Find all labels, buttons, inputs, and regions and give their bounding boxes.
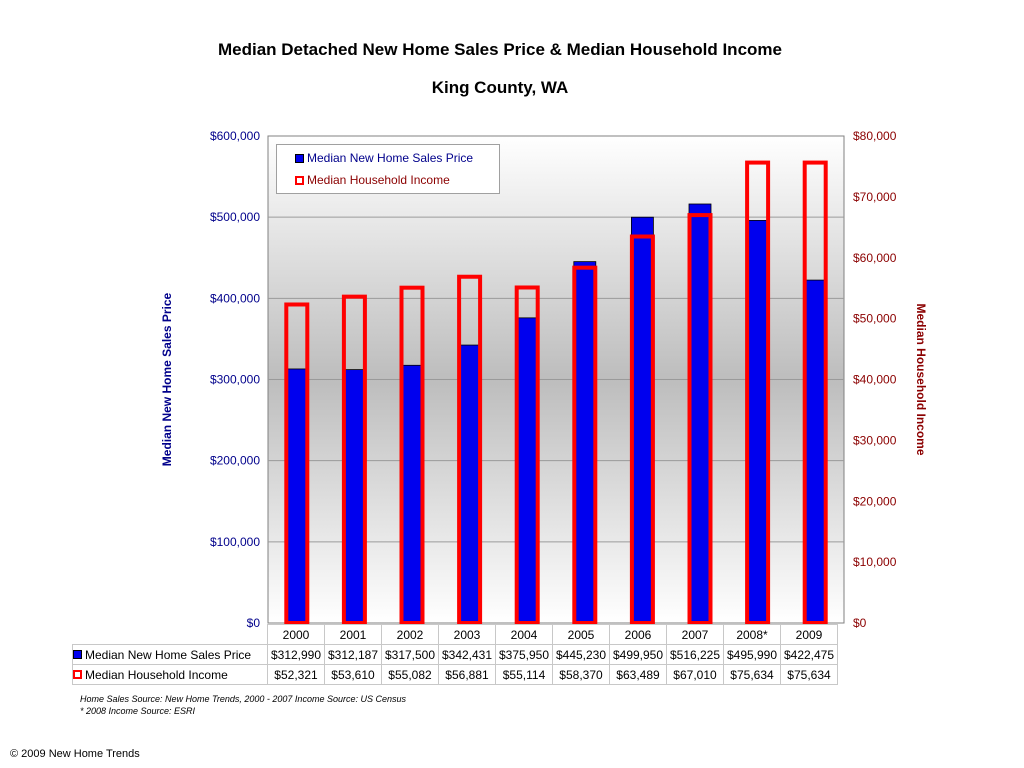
bar-sales-2006: [631, 216, 654, 624]
bar-sales-2007: [688, 203, 712, 624]
source-note: * 2008 Income Source: ESRI: [80, 706, 196, 716]
data-label: $58,370: [552, 664, 610, 685]
y-tick-label: $600,000: [210, 129, 260, 143]
bar-income-2003: [457, 274, 483, 625]
source-note: Home Sales Source: New Home Trends, 2000…: [80, 694, 406, 704]
legend-swatch-sales: [295, 153, 304, 163]
y-tick-label: $200,000: [210, 454, 260, 468]
chart-plot: $0 $100,000 $200,000 $300,000 $400,000 $500,0…: [160, 129, 928, 630]
x-tick-label: 2000: [267, 624, 325, 645]
bar-income-2007: [687, 213, 713, 625]
y2-tick-label: $50,000: [853, 312, 897, 326]
x-tick-label: 2005: [552, 624, 610, 645]
legend: Median New Home Sales Price Median House…: [276, 144, 500, 194]
x-tick-label: 2006: [609, 624, 667, 645]
data-label: $55,114: [495, 664, 553, 685]
x-tick-label: 2004: [495, 624, 553, 645]
y-axis-label: Median New Home Sales Price: [160, 292, 174, 466]
y-tick-label: $500,000: [210, 210, 260, 224]
x-tick-label: 2009: [780, 624, 838, 645]
y2-tick-label: $10,000: [853, 555, 897, 569]
data-label: $312,990: [267, 644, 325, 665]
table-row: Median New Home Sales Price $312,990 $312,…: [72, 644, 838, 665]
table-row-swatch: [73, 669, 82, 679]
y2-tick-label: $80,000: [853, 129, 897, 143]
chart-title: Median Detached New Home Sales Price & M…: [218, 40, 782, 59]
data-label: $55,082: [381, 664, 439, 685]
table-row-label-text: Median Household Income: [85, 667, 228, 682]
y2-tick-label: $60,000: [853, 251, 897, 265]
bar-sales-2003: [458, 344, 482, 624]
bar-income-2000: [284, 302, 310, 625]
table-row: Median Household Income $52,321 $53,610 $55…: [72, 664, 838, 685]
legend-label-income: Median Household Income: [307, 173, 450, 187]
x-tick-label: 2002: [381, 624, 439, 645]
bar-income-2008*: [745, 160, 771, 625]
x-tick-label: 2003: [438, 624, 496, 645]
data-label: $67,010: [666, 664, 724, 685]
y2-tick-label: $0: [853, 616, 867, 630]
data-label: $52,321: [267, 664, 325, 685]
y2-axis-label: Median Household Income: [914, 303, 928, 455]
y-tick-label: $300,000: [210, 373, 260, 387]
bar-sales-2005: [573, 261, 597, 624]
copyright: © 2009 New Home Trends: [10, 748, 140, 760]
table-row-label: Median New Home Sales Price: [72, 644, 268, 665]
legend-entry-income: Median Household Income: [295, 173, 450, 187]
data-label: $445,230: [552, 644, 610, 665]
bar-income-2009: [802, 160, 828, 625]
legend-label-sales: Median New Home Sales Price: [307, 151, 474, 165]
bar-sales-2009: [803, 279, 827, 624]
chart-subtitle: King County, WA: [431, 78, 569, 97]
data-label: $422,475: [780, 644, 838, 665]
y-tick-label: $400,000: [210, 291, 260, 305]
data-label: $516,225: [666, 644, 724, 665]
bar-sales-2008*: [746, 220, 769, 624]
table-row-label-text: Median New Home Sales Price: [85, 647, 252, 662]
data-label: $317,500: [381, 644, 439, 665]
data-label: $342,431: [438, 644, 496, 665]
x-tick-label: 2007: [666, 624, 724, 645]
data-table: 2000 2001 2002 2003 2004 2005 2006 2007 2008* 200…: [72, 624, 838, 685]
bar-income-2002: [399, 285, 425, 625]
bar-income-2006: [629, 234, 655, 625]
y2-tick-label: $30,000: [853, 433, 897, 447]
bar-sales-2001: [342, 369, 366, 624]
y2-tick-label: $40,000: [853, 373, 897, 387]
data-label: $63,489: [609, 664, 667, 685]
legend-swatch-income: [295, 175, 304, 185]
source-notes: Home Sales Source: New Home Trends, 2000…: [80, 693, 406, 717]
data-label: $312,187: [324, 644, 382, 665]
bar-sales-2004: [515, 317, 539, 624]
x-tick-label: 2008*: [723, 624, 781, 645]
table-row-swatch: [73, 649, 82, 659]
y2-tick-label: $70,000: [853, 190, 897, 204]
table-corner: [72, 624, 268, 645]
data-label: $75,634: [723, 664, 781, 685]
data-label: $75,634: [780, 664, 838, 685]
data-label: $56,881: [438, 664, 496, 685]
data-label: $53,610: [324, 664, 382, 685]
bar-sales-2000: [285, 368, 309, 624]
bar-sales-2002: [400, 364, 424, 624]
data-label: $499,950: [609, 644, 667, 665]
y2-tick-label: $20,000: [853, 494, 897, 508]
y-tick-label: $100,000: [210, 535, 260, 549]
bar-income-2005: [572, 265, 598, 625]
data-label: $375,950: [495, 644, 553, 665]
table-row-label: Median Household Income: [72, 664, 268, 685]
table-header-row: 2000 2001 2002 2003 2004 2005 2006 2007 2008* 200…: [72, 624, 838, 645]
legend-entry-sales: Median New Home Sales Price: [295, 151, 473, 165]
bar-income-2001: [341, 294, 367, 625]
x-tick-label: 2001: [324, 624, 382, 645]
data-label: $495,990: [723, 644, 781, 665]
bar-income-2004: [514, 285, 540, 625]
